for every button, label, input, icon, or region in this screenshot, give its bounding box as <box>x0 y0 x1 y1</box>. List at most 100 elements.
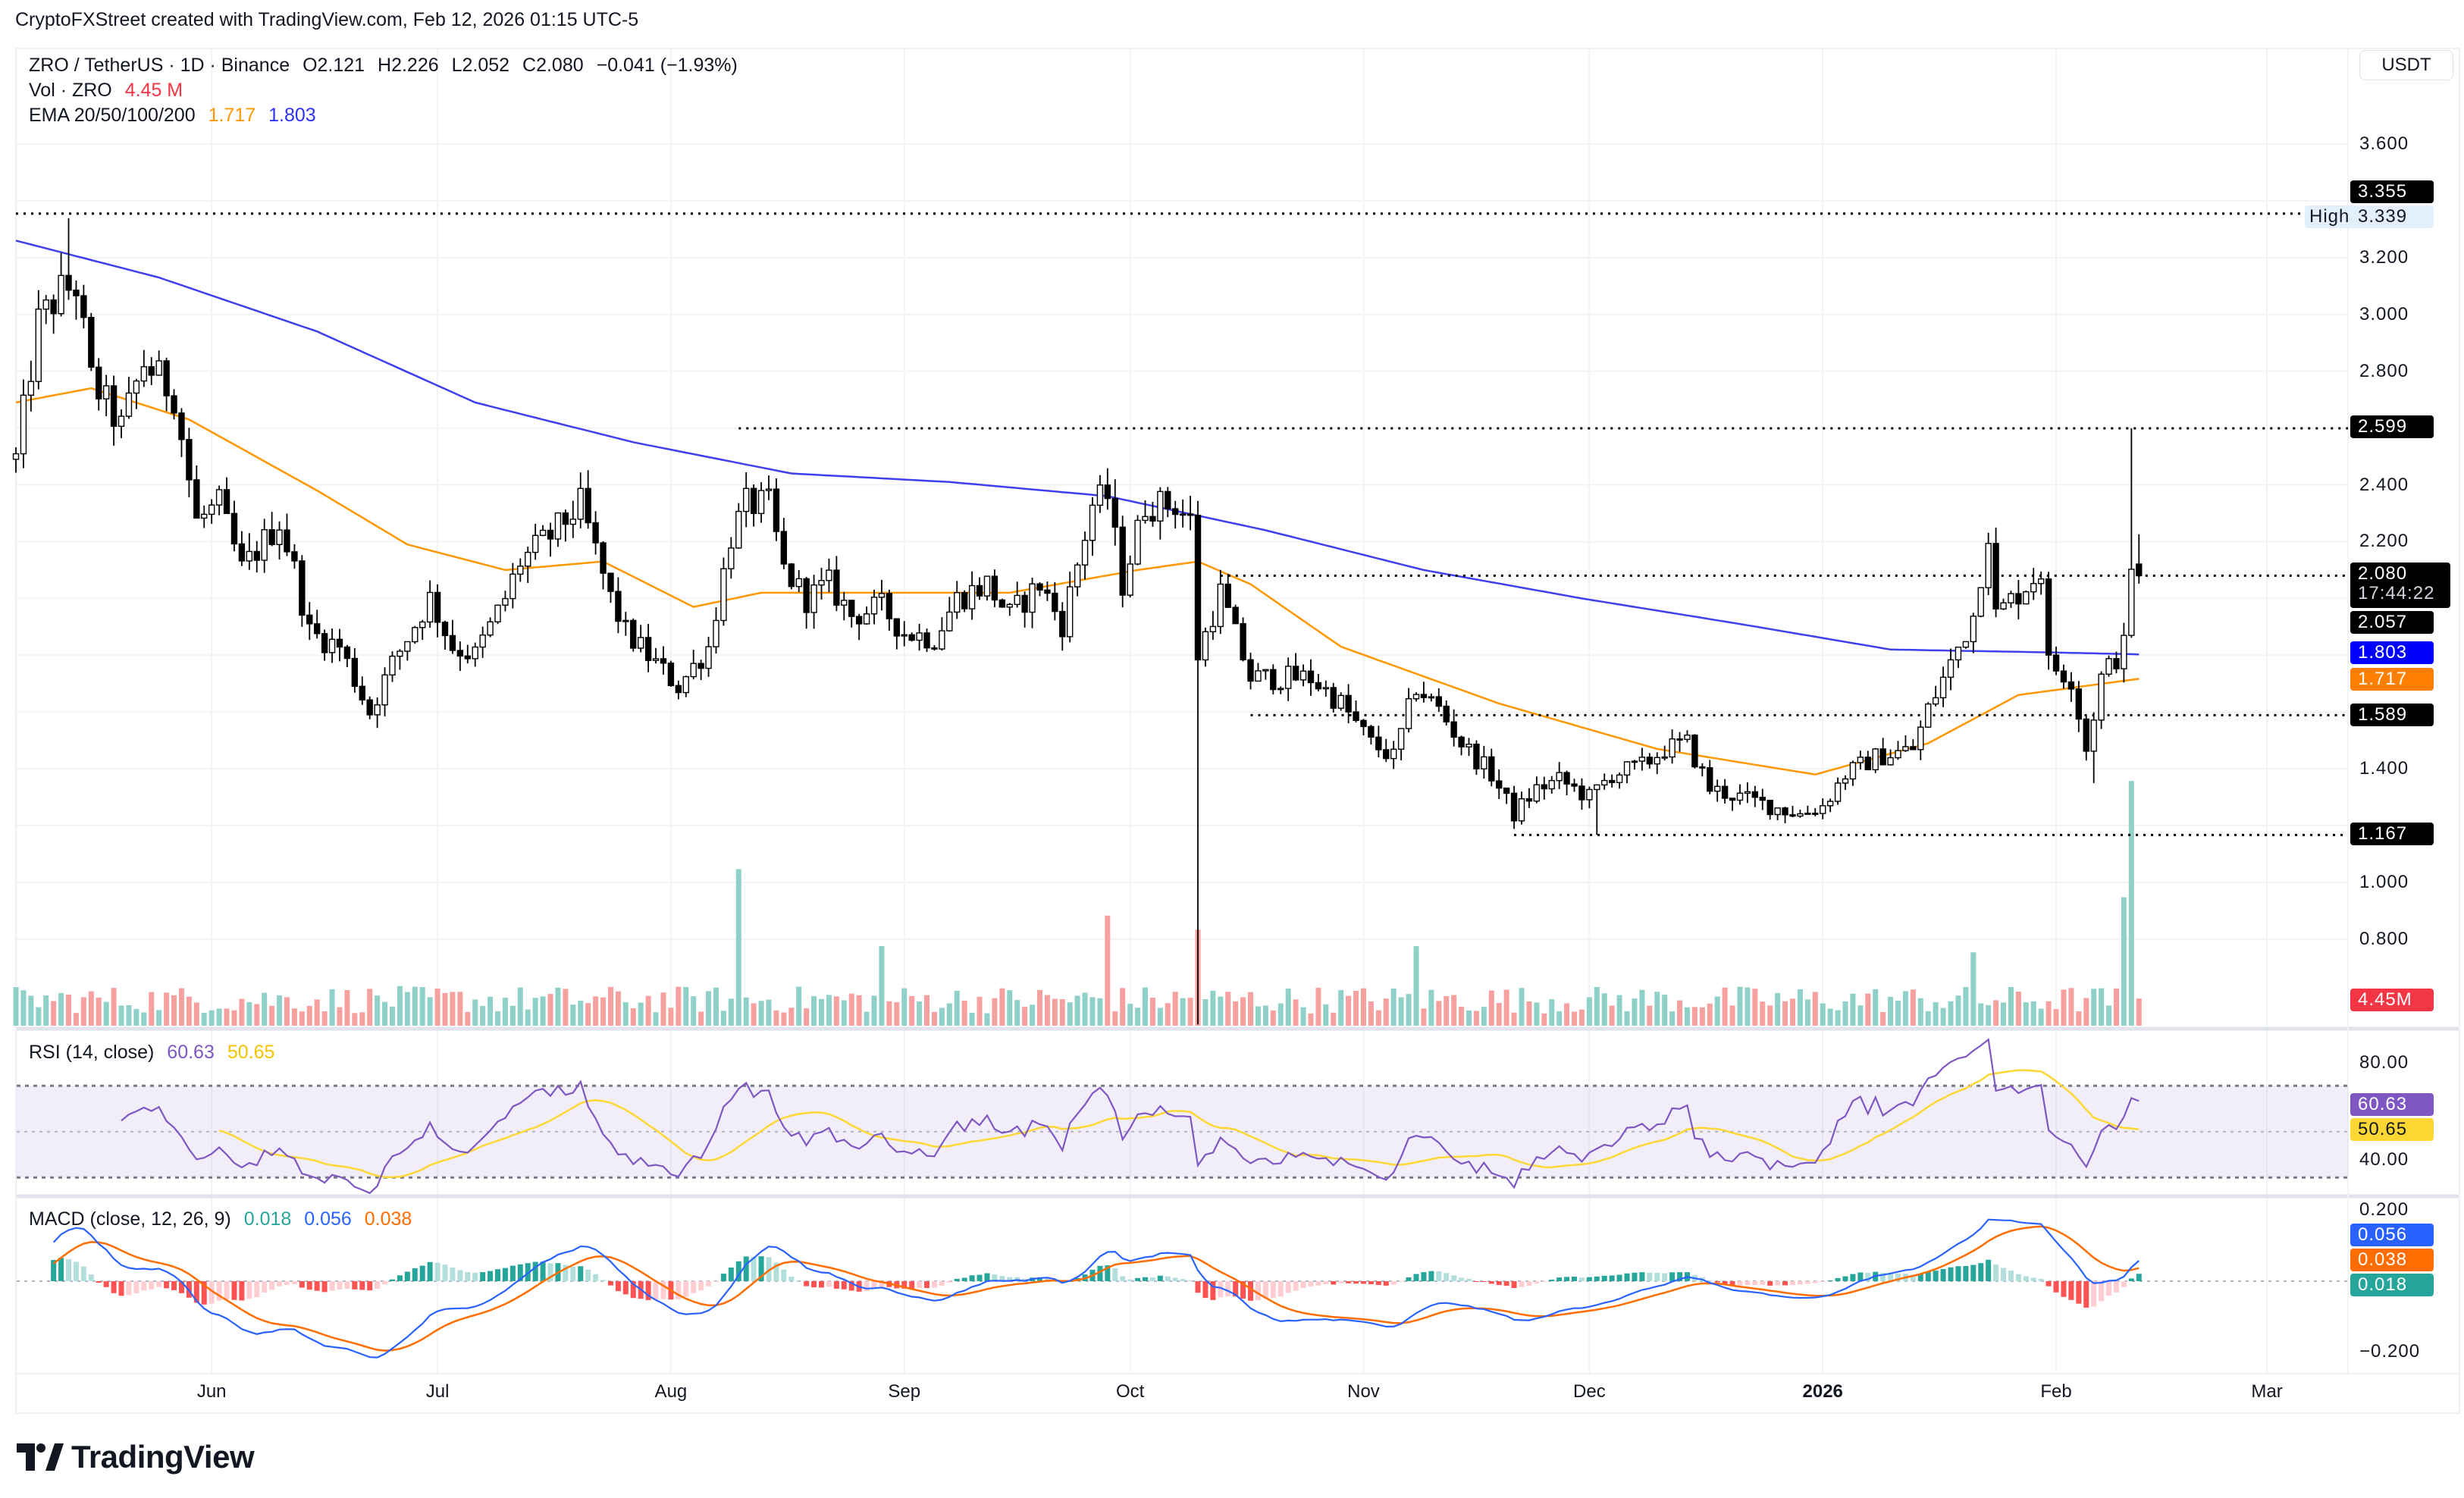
volume-bar <box>337 1007 343 1026</box>
macd-histogram-bar <box>917 1281 923 1288</box>
candle-body <box>863 613 870 625</box>
macd-histogram-bar <box>1496 1281 1502 1286</box>
candle-body <box>426 591 434 623</box>
macd-histogram-bar <box>306 1281 312 1290</box>
candle-body <box>1601 779 1608 786</box>
last-price: 2.080 <box>2358 563 2408 584</box>
volume-bar <box>480 1005 486 1026</box>
candle-body <box>359 685 365 700</box>
candle-body <box>1052 592 1058 613</box>
candle-body <box>757 490 765 515</box>
currency-button[interactable]: USDT <box>2359 50 2453 80</box>
candle-body <box>946 611 953 631</box>
macd-histogram-bar <box>1970 1265 1977 1281</box>
candle-body <box>1209 625 1217 633</box>
volume-bar <box>638 1002 644 1026</box>
candle <box>1488 748 1495 787</box>
candle-body <box>1917 726 1924 751</box>
candle <box>1586 786 1593 809</box>
candle <box>848 600 855 628</box>
macd-label[interactable]: MACD (close, 12, 26, 9) <box>29 1208 231 1230</box>
macd-histogram-bar <box>442 1265 448 1281</box>
rsi-label[interactable]: RSI (14, close) <box>29 1042 155 1063</box>
candle-body <box>268 529 275 545</box>
volume-bar <box>412 986 418 1026</box>
candle <box>931 644 938 651</box>
candle-body <box>1481 756 1487 769</box>
candle-body <box>1466 744 1472 747</box>
macd-histogram-bar <box>1210 1281 1216 1300</box>
macd-histogram-bar <box>578 1266 584 1281</box>
tradingview-logo[interactable]: TradingView <box>17 1439 255 1475</box>
macd-histogram-bar <box>1112 1268 1118 1281</box>
macd-histogram-bar <box>2106 1281 2112 1296</box>
candle <box>1699 763 1706 777</box>
volume-bar <box>691 996 697 1026</box>
candle-body <box>1473 744 1480 769</box>
candle <box>1096 475 1104 513</box>
macd-histogram-bar <box>51 1260 57 1281</box>
candle-body <box>1729 798 1736 801</box>
macd-histogram-bar <box>246 1281 252 1299</box>
candle-body <box>1925 703 1932 728</box>
symbol-info[interactable]: ZRO / TetherUS · 1D · Binance <box>29 55 290 76</box>
candle <box>765 475 773 500</box>
candle <box>585 470 591 529</box>
candle <box>998 598 1006 608</box>
candle-body <box>102 385 110 400</box>
volume-bar <box>1782 1001 1788 1026</box>
candle <box>261 519 268 573</box>
candle <box>1435 688 1442 713</box>
candle <box>1450 709 1457 747</box>
candles <box>12 218 2143 1025</box>
volume-bar <box>1120 988 1126 1026</box>
candle <box>539 525 547 537</box>
candle-body <box>306 614 313 625</box>
candle-body <box>171 395 177 414</box>
candle <box>968 571 976 620</box>
candle <box>1826 798 1834 813</box>
candle <box>509 563 516 609</box>
volume-bar <box>58 992 64 1026</box>
candle <box>186 428 193 498</box>
volume-bar <box>773 1010 779 1026</box>
volume-bar <box>1737 986 1743 1026</box>
ema-label[interactable]: EMA 20/50/100/200 <box>29 105 196 126</box>
volume-bar <box>1503 989 1509 1026</box>
candle-body <box>788 563 795 588</box>
macd-histogram-bar <box>1014 1277 1020 1281</box>
volume-bar <box>1089 997 1096 1026</box>
candle-body <box>1179 513 1187 516</box>
volume-bar <box>1157 1008 1163 1026</box>
candle-body <box>1646 757 1654 765</box>
volume-bar <box>314 999 320 1026</box>
macd-histogram-bar <box>1390 1281 1397 1285</box>
candle-body <box>96 366 102 400</box>
volume-bar <box>20 990 27 1026</box>
macd-histogram-bar <box>1564 1277 1570 1281</box>
candle <box>2067 672 2075 702</box>
macd-histogram-bar <box>1804 1281 1810 1284</box>
candle <box>2015 579 2022 619</box>
candle <box>939 617 945 651</box>
candle <box>2000 598 2007 610</box>
macd-histogram-bar <box>879 1281 885 1287</box>
candle-body <box>525 551 531 567</box>
candle-body <box>336 638 343 648</box>
candle <box>1713 779 1721 802</box>
candle-body <box>991 575 998 601</box>
volume-label[interactable]: Vol · ZRO <box>29 80 112 101</box>
candle-body <box>976 584 983 597</box>
macd-histogram-bar <box>472 1272 478 1281</box>
volume-bar <box>607 986 613 1026</box>
candle-body <box>1458 736 1465 747</box>
candle-body <box>1383 749 1390 760</box>
chart-frame <box>15 48 2460 1414</box>
candle-body <box>1307 670 1315 684</box>
volume-bar <box>1036 989 1042 1026</box>
candle <box>1834 777 1842 805</box>
macd-histogram-bar <box>1421 1272 1427 1281</box>
candle-body <box>998 599 1006 608</box>
candle <box>886 589 893 631</box>
